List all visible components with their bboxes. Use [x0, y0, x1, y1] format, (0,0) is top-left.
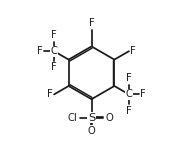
Text: C: C [125, 89, 132, 99]
Text: Cl: Cl [67, 113, 77, 123]
Text: F: F [130, 46, 136, 56]
Text: F: F [37, 46, 43, 56]
Text: F: F [140, 89, 146, 99]
Text: F: F [47, 89, 53, 99]
Text: C: C [51, 46, 57, 56]
Text: F: F [126, 73, 132, 83]
Text: S: S [88, 113, 95, 123]
Text: F: F [89, 18, 94, 28]
Text: O: O [88, 126, 95, 136]
Text: F: F [51, 62, 57, 72]
Text: F: F [51, 30, 57, 40]
Text: F: F [126, 106, 132, 116]
Text: O: O [106, 113, 114, 123]
